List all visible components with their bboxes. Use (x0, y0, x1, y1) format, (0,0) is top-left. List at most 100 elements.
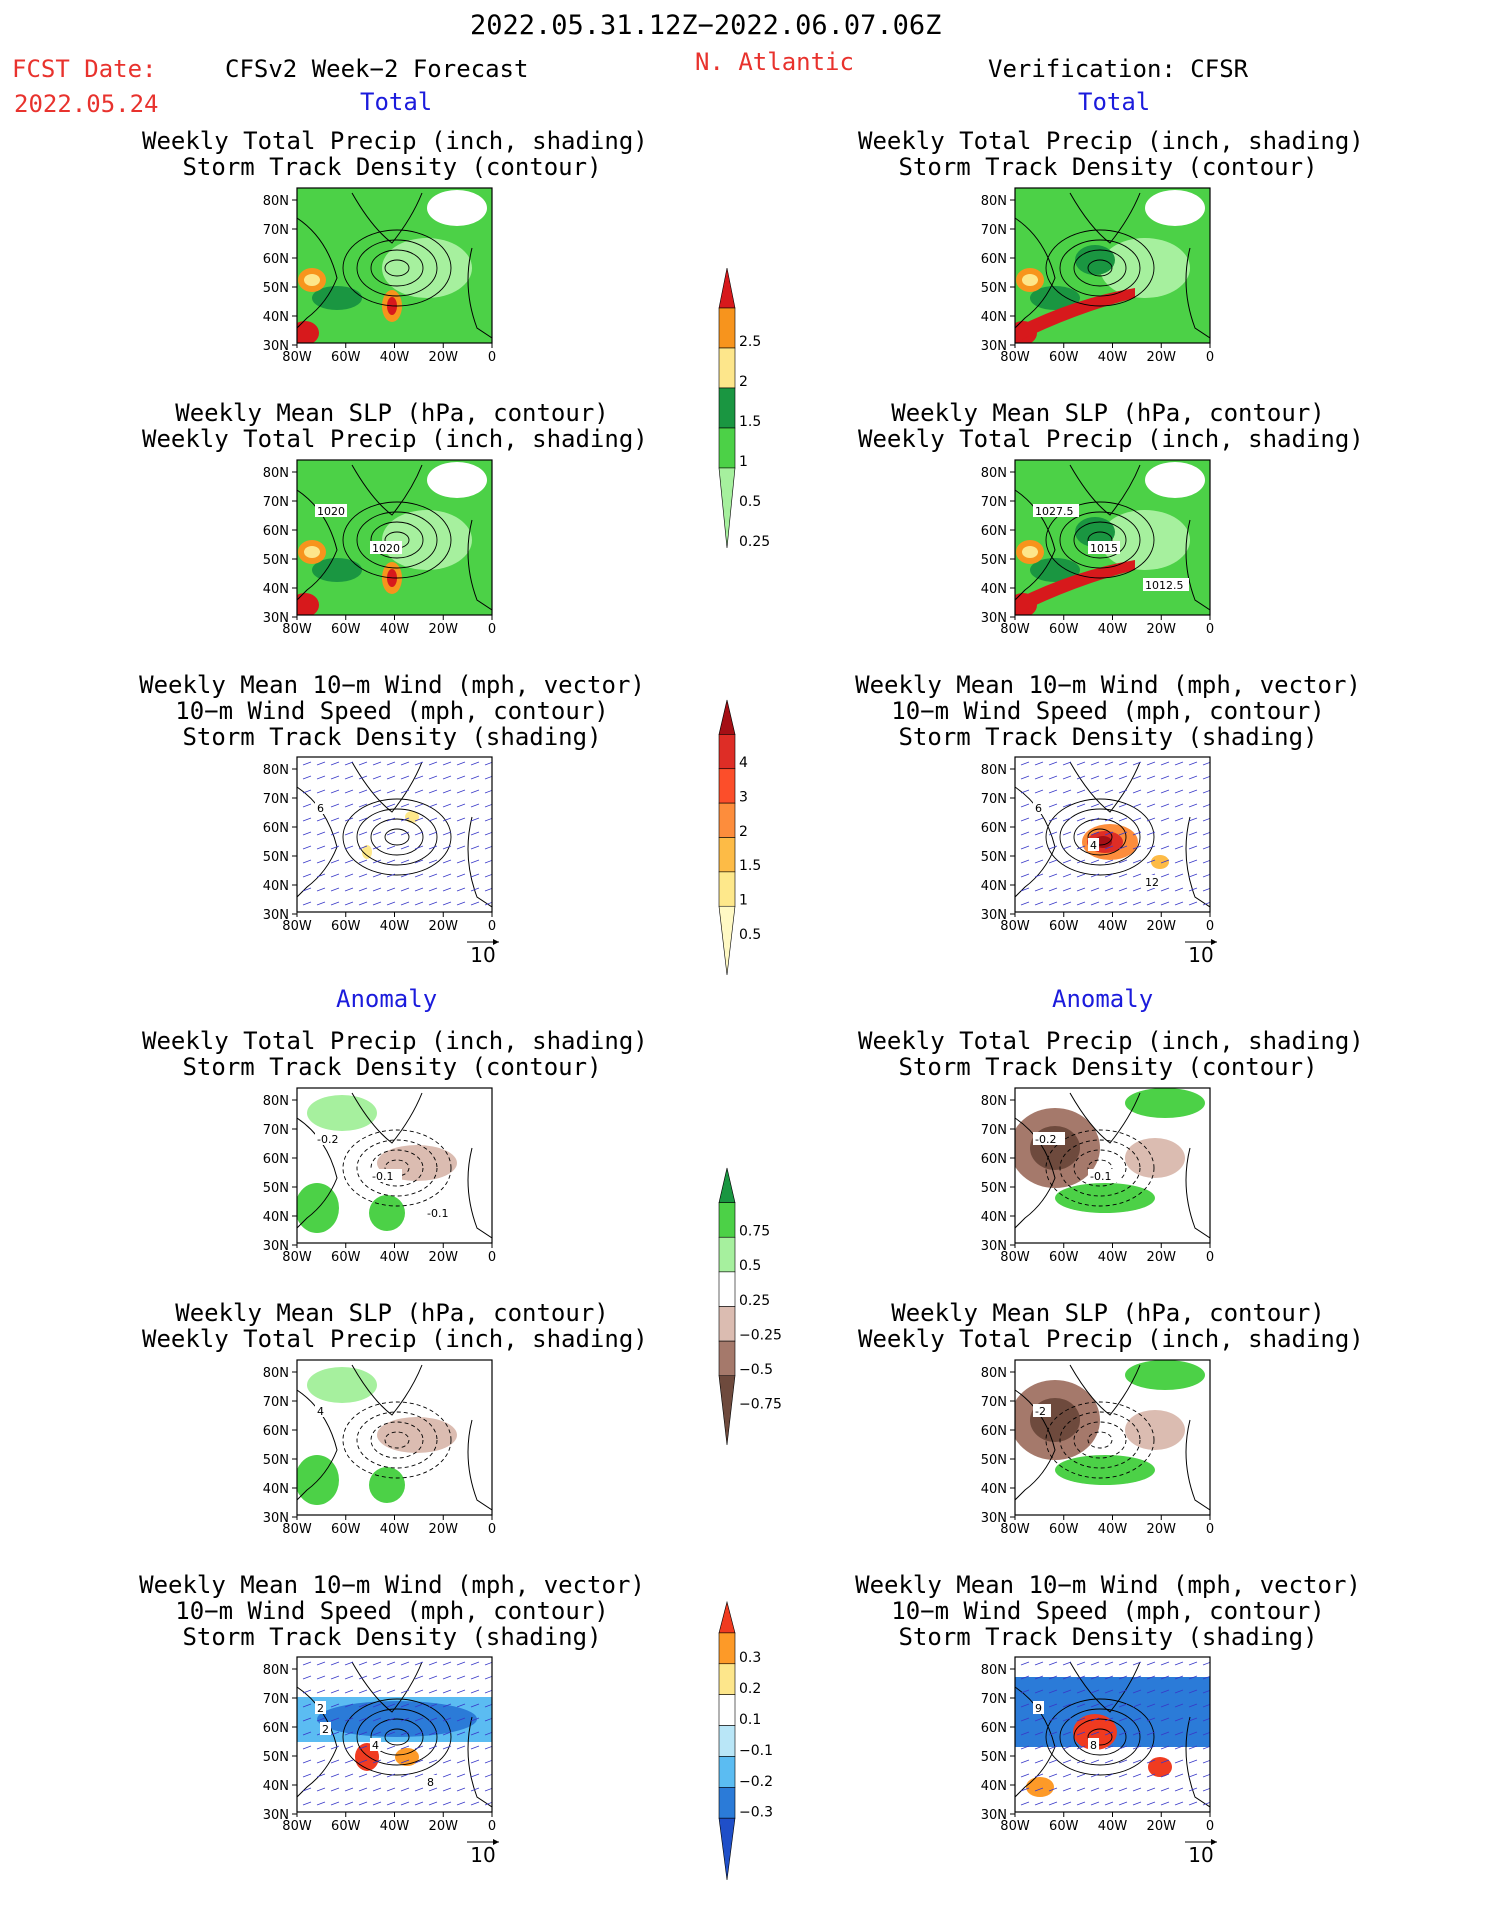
lon-tick-label: 60W (331, 919, 361, 934)
colorbar-segment (718, 1375, 736, 1446)
lat-tick-label: 30N (981, 1239, 1007, 1254)
colorbar-segment (718, 1817, 736, 1881)
colorbar-segment (718, 1306, 736, 1342)
lon-tick-label: 60W (1049, 1819, 1079, 1834)
colorbar-segment (718, 1756, 736, 1788)
lon-tick-label: 80W (1000, 350, 1030, 365)
colorbar-label: 0.75 (739, 1224, 770, 1240)
lon-tick-label: 60W (331, 622, 361, 637)
colorbar-segment (718, 347, 736, 389)
colorbar-label: 0.5 (739, 1258, 761, 1274)
contour-label: 6 (317, 802, 324, 815)
colorbar-label: 2.5 (739, 334, 761, 350)
lon-tick-label: 0 (488, 919, 496, 934)
lat-tick-label: 80N (263, 1366, 289, 1381)
lat-tick-label: 70N (981, 1123, 1007, 1138)
section-total-verification: Total (1078, 88, 1151, 116)
colorbar-segment (718, 1787, 736, 1819)
contour-label: 2 (317, 1702, 324, 1715)
contour-label: -0.1 (427, 1207, 448, 1220)
map-frame (296, 1656, 493, 1813)
lat-tick-label: 30N (981, 339, 1007, 354)
colorbar-precip_anom: 0.75 0.5 0.25 −0.25 −0.5 −0.75 (718, 1167, 782, 1446)
colorbar-segment (718, 1167, 736, 1203)
vf-panel5-title: Weekly Mean SLP (hPa, contour) Weekly Tot… (858, 1299, 1364, 1353)
lat-tick-label: 40N (981, 879, 1007, 894)
fcst-date-label: FCST Date: (12, 55, 157, 83)
contour-label: 8 (1090, 1739, 1097, 1752)
colorbar-segment (718, 1271, 736, 1307)
contour-label: 4 (317, 1405, 324, 1418)
lat-tick-label: 60N (263, 524, 289, 539)
lat-tick-label: 50N (263, 281, 289, 296)
map-frame (296, 1087, 493, 1244)
lat-tick-label: 70N (981, 495, 1007, 510)
contour-label: 9 (1035, 1702, 1042, 1715)
fc-panel3-title: Weekly Mean 10−m Wind (mph, vector) 10−m … (139, 671, 645, 751)
lon-tick-label: 80W (282, 919, 312, 934)
colorbar-segment (718, 427, 736, 469)
lon-tick-label: 0 (1206, 1522, 1214, 1537)
lat-tick-label: 70N (981, 1395, 1007, 1410)
colorbar-label: −0.2 (739, 1774, 773, 1790)
lon-tick-label: 20W (429, 919, 459, 934)
lon-tick-label: 20W (429, 1522, 459, 1537)
lat-tick-label: 40N (981, 582, 1007, 597)
lon-tick-label: 40W (380, 350, 410, 365)
lon-tick-label: 40W (1098, 350, 1128, 365)
colorbar-label: −0.25 (739, 1327, 782, 1343)
contour-label: -0.2 (1035, 1133, 1056, 1146)
lat-tick-label: 80N (981, 466, 1007, 481)
lon-tick-label: 0 (1206, 1250, 1214, 1265)
vf-panel4-title: Weekly Total Precip (inch, shading) Storm… (858, 1027, 1364, 1081)
lat-tick-label: 50N (263, 553, 289, 568)
lat-tick-label: 60N (981, 1721, 1007, 1736)
lat-tick-label: 30N (981, 611, 1007, 626)
period-title: 2022.05.31.12Z−2022.06.07.06Z (470, 10, 942, 41)
lat-tick-label: 40N (263, 1482, 289, 1497)
colorbar-segment (718, 837, 736, 873)
colorbar-label: 0.25 (739, 534, 770, 550)
lat-tick-label: 30N (981, 1808, 1007, 1823)
contour-label: 12 (1145, 876, 1159, 889)
colorbar-label: 0.1 (739, 1712, 761, 1728)
lon-tick-label: 40W (380, 1250, 410, 1265)
lon-tick-label: 80W (1000, 919, 1030, 934)
lon-tick-label: 80W (1000, 1522, 1030, 1537)
colorbar-segment (718, 768, 736, 804)
lat-tick-label: 40N (263, 310, 289, 325)
lat-tick-label: 40N (263, 879, 289, 894)
lat-tick-label: 70N (263, 495, 289, 510)
lon-tick-label: 0 (488, 1522, 496, 1537)
lon-tick-label: 60W (1049, 919, 1079, 934)
lat-tick-label: 70N (263, 1123, 289, 1138)
lat-tick-label: 80N (263, 1094, 289, 1109)
lon-tick-label: 0 (1206, 1819, 1214, 1834)
lat-tick-label: 30N (981, 908, 1007, 923)
lon-tick-label: 0 (488, 622, 496, 637)
colorbar-segment (718, 871, 736, 907)
lon-tick-label: 80W (1000, 1250, 1030, 1265)
lon-tick-label: 40W (1098, 1522, 1128, 1537)
reference-vector-label: 10 (1188, 1843, 1213, 1867)
lon-tick-label: 40W (1098, 1250, 1128, 1265)
map-frame (1014, 756, 1211, 913)
contour-label: -2 (1035, 1405, 1046, 1418)
lat-tick-label: 50N (981, 281, 1007, 296)
reference-vector-label: 10 (1188, 943, 1213, 967)
lon-tick-label: 60W (331, 1522, 361, 1537)
lat-tick-label: 40N (981, 1210, 1007, 1225)
colorbar-segment (718, 1202, 736, 1238)
vf-panel6-title: Weekly Mean 10−m Wind (mph, vector) 10−m … (855, 1571, 1361, 1651)
colorbar-label: 1 (739, 893, 748, 909)
colorbar-label: 1.5 (739, 858, 761, 874)
lat-tick-label: 70N (263, 1395, 289, 1410)
colorbar-label: 0.25 (739, 1293, 770, 1309)
colorbar-label: 4 (739, 755, 748, 771)
map-frame (1014, 1359, 1211, 1516)
lon-tick-label: 40W (380, 622, 410, 637)
